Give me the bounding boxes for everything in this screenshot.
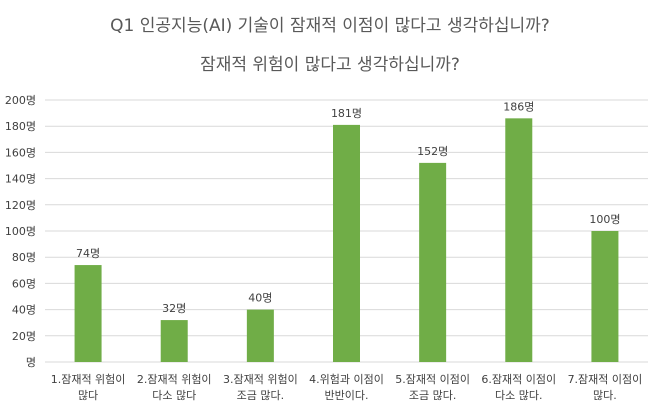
y-tick-label: 60명 [12, 277, 36, 290]
y-tick-label: 140명 [5, 173, 36, 186]
y-tick-label: 20명 [12, 330, 36, 343]
x-tick-label: 3.잠재적 위험이 [223, 373, 298, 386]
x-tick-label: 6.잠재적 이점이 [481, 373, 556, 386]
x-tick-label: 다소 많다 [152, 389, 196, 402]
x-tick-label: 7.잠재적 이점이 [568, 373, 643, 386]
data-label: 100명 [589, 213, 620, 226]
y-tick-label: 160명 [5, 146, 36, 159]
bar [333, 124, 360, 362]
chart-subtitle: 잠재적 위험이 많다고 생각하십니까? [200, 55, 460, 75]
bar [505, 118, 533, 362]
x-tick-label: 많다 [78, 389, 98, 402]
x-tick-label: 5.잠재적 이점이 [395, 373, 470, 386]
y-tick-label: 120명 [5, 199, 36, 212]
y-tick-label: 200명 [5, 94, 36, 107]
chart-title: Q1 인공지능(AI) 기술이 잠재적 이점이 많다고 생각하십니까? [110, 16, 550, 36]
data-label: 32명 [162, 302, 186, 315]
y-tick-label: 180명 [5, 120, 36, 133]
y-tick-label: 100명 [5, 225, 36, 238]
bar [160, 320, 188, 362]
y-tick-label: 40명 [12, 304, 36, 317]
data-label: 181명 [331, 107, 362, 120]
x-tick-label: 4.위험과 이점이 [309, 373, 384, 386]
data-label: 74명 [76, 247, 100, 260]
bar [74, 265, 102, 362]
bar [419, 162, 447, 362]
data-label: 152명 [417, 145, 448, 158]
bar [591, 231, 619, 362]
y-tick-label: 명 [26, 356, 36, 369]
x-tick-label: 반반이다. [325, 389, 369, 402]
bar [246, 309, 274, 362]
x-tick-label: 2.잠재적 위험이 [137, 373, 212, 386]
y-tick-label: 80명 [12, 251, 36, 264]
x-tick-label: 많다. [593, 389, 617, 402]
x-tick-label: 다소 많다. [495, 389, 542, 402]
x-tick-label: 조금 많다. [409, 389, 456, 402]
x-tick-label: 조금 많다. [237, 389, 284, 402]
data-label: 186명 [503, 100, 534, 113]
x-tick-label: 1.잠재적 위험이 [51, 373, 126, 386]
data-label: 40명 [248, 292, 272, 305]
